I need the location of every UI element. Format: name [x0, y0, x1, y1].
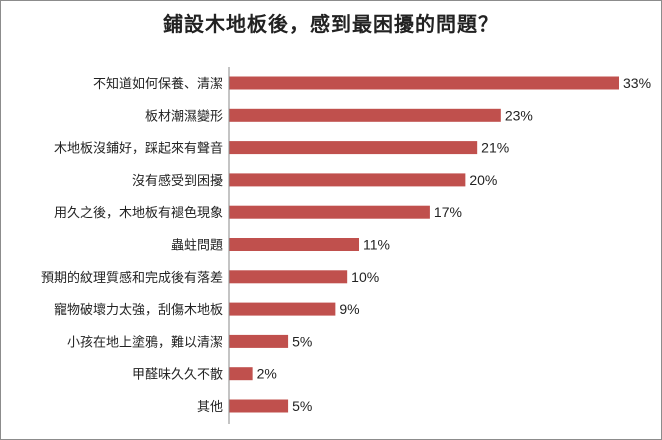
category-label: 甲醛味久久不散	[132, 367, 223, 383]
value-label: 2%	[257, 366, 277, 382]
bar	[229, 302, 336, 316]
bar	[229, 270, 348, 284]
value-label: 5%	[292, 398, 312, 414]
category-label: 預期的紋理質感和完成後有落差	[41, 270, 223, 286]
category-label: 其他	[197, 400, 223, 415]
category-label: 蟲蛀問題	[171, 239, 223, 254]
chart-title: 鋪設木地板後，感到最困擾的問題？	[163, 12, 499, 36]
bar	[229, 76, 619, 90]
bar	[229, 141, 478, 155]
category-label: 不知道如何保養、清潔	[93, 76, 223, 92]
value-label: 5%	[292, 333, 312, 349]
bar	[229, 238, 359, 251]
bar	[229, 334, 289, 348]
value-labels-layer: 33% 23% 21% 20% 17% 11% 10% 9% 5% 2% 5%	[257, 75, 651, 414]
category-label: 小孩在地上塗鴉，難以清潔	[67, 334, 223, 350]
value-label: 20%	[469, 172, 497, 188]
bars-layer	[229, 76, 619, 413]
value-label: 33%	[623, 75, 651, 91]
category-labels-layer: 不知道如何保養、清潔板材潮濕變形木地板沒鋪好，踩起來有聲音沒有感受到困擾用久之後…	[41, 76, 223, 415]
value-label: 17%	[434, 204, 462, 220]
value-label: 10%	[351, 269, 379, 285]
bar	[229, 367, 253, 381]
category-label: 板材潮濕變形	[145, 108, 223, 124]
value-label: 23%	[505, 107, 533, 123]
category-label: 寵物破壞力太強，刮傷木地板	[54, 302, 223, 318]
value-label: 11%	[363, 237, 390, 253]
bar	[229, 399, 289, 413]
value-label: 9%	[339, 301, 359, 317]
value-label: 21%	[481, 140, 509, 156]
category-label: 木地板沒鋪好，踩起來有聲音	[54, 141, 223, 157]
category-label: 沒有感受到困擾	[132, 173, 223, 189]
bar	[229, 173, 466, 187]
category-label: 用久之後，木地板有褪色現象	[54, 205, 223, 221]
bar	[229, 205, 430, 219]
bar	[229, 108, 501, 122]
